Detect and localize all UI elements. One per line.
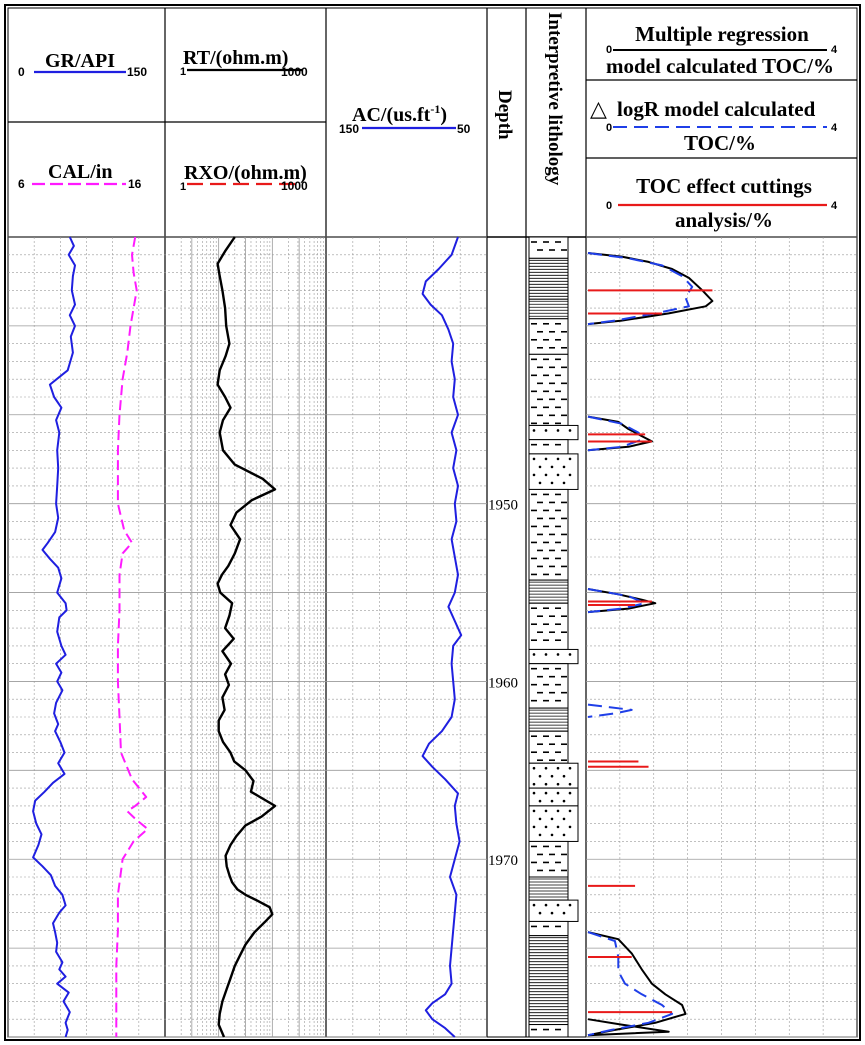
toc-dlogr-curve [587, 588, 647, 614]
ac-header: 150 50 AC/(us.ft-1) [339, 102, 471, 136]
toc-cuttings-title-line1: TOC effect cuttings [636, 174, 812, 198]
toc-dlogr-header: △ logR model calculated 0 4 TOC/% [590, 96, 838, 155]
depth-tick-labels: 1950 1960 1970 [488, 498, 518, 870]
rxo-header: 1 1000 RXO/(ohm.m) [180, 162, 308, 193]
log-curves [32, 236, 714, 1038]
depth-axis-title: Depth [494, 90, 515, 140]
toc-mr-curve [587, 931, 687, 1037]
toc-mr-title-line1: Multiple regression [635, 22, 809, 46]
gr-min-label: 0 [18, 65, 25, 79]
gr-curve [32, 236, 76, 1038]
lithology-interval [528, 920, 569, 937]
lithology-interval [528, 787, 579, 807]
rt-min-label: 1 [180, 66, 186, 78]
depth-tick-label: 1950 [488, 498, 518, 514]
toc-cuttings-title-line2: analysis/% [675, 208, 773, 232]
toc-dlogr-curve [587, 931, 674, 1037]
rt-curve [216, 236, 277, 1038]
rxo-min-label: 1 [180, 181, 186, 193]
toc-dlogr-delta-symbol: △ [590, 96, 607, 121]
gr-axis-title: GR/API [45, 50, 115, 72]
depth-tick-label: 1970 [488, 853, 518, 869]
rt-max-label: 1000 [281, 65, 308, 79]
toc-dlogr-max-label: 4 [831, 122, 838, 134]
toc-cuttings-header: TOC effect cuttings 0 4 analysis/% [606, 174, 838, 232]
toc-mr-curve [587, 1018, 670, 1037]
rxo-max-label: 1000 [281, 179, 308, 193]
ac-max-label: 50 [457, 122, 471, 136]
lithology-interval [528, 1024, 569, 1038]
cal-max-label: 16 [128, 177, 142, 191]
depth-tick-label: 1960 [488, 675, 518, 691]
toc-dlogr-curve [587, 415, 643, 452]
lithology-interval [528, 236, 569, 259]
toc-mr-curve [587, 415, 653, 452]
rt-axis-title: RT/(ohm.m) [183, 47, 288, 69]
toc-mr-min-label: 0 [606, 44, 612, 56]
lithology-interval [528, 602, 569, 650]
lithology-interval [528, 899, 579, 922]
cal-axis-title: CAL/in [48, 161, 112, 183]
lithology-interval [528, 439, 569, 455]
rxo-axis-title: RXO/(ohm.m) [184, 162, 307, 184]
cal-header: 6 16 CAL/in [18, 161, 142, 191]
cal-min-label: 6 [18, 177, 25, 191]
gr-max-label: 150 [127, 65, 147, 79]
ac-axis-title: AC/(us.ft-1) [352, 102, 447, 126]
cal-curve [115, 236, 149, 1037]
toc-cuttings-max-label: 4 [831, 200, 838, 212]
toc-dlogr-curve [587, 252, 694, 326]
track-gridlines [8, 236, 857, 1038]
toc-dlogr-min-label: 0 [606, 122, 612, 134]
toc-mr-max-label: 4 [831, 44, 838, 56]
gr-header: 0 150 GR/API [18, 50, 147, 79]
toc-dlogr-curve [587, 703, 633, 718]
toc-dlogr-title-line2: TOC/% [684, 131, 756, 155]
lithology-interval [528, 424, 579, 441]
rt-header: 1 1000 RT/(ohm.m) [180, 47, 308, 79]
toc-mr-title-line2: model calculated TOC/% [606, 54, 834, 78]
lithology-track-title: Interpretive lithology [544, 12, 565, 186]
toc-mr-header: Multiple regression 0 4 model calculated… [606, 22, 838, 78]
lithology-column [528, 236, 579, 1038]
figure-frame [4, 4, 861, 1041]
lithology-interval [528, 935, 569, 1026]
toc-cuttings-min-label: 0 [606, 200, 612, 212]
lithology-interval [528, 648, 579, 665]
ac-min-label: 150 [339, 122, 359, 136]
toc-dlogr-title-line1: logR model calculated [617, 97, 816, 121]
ac-curve [421, 236, 463, 1038]
